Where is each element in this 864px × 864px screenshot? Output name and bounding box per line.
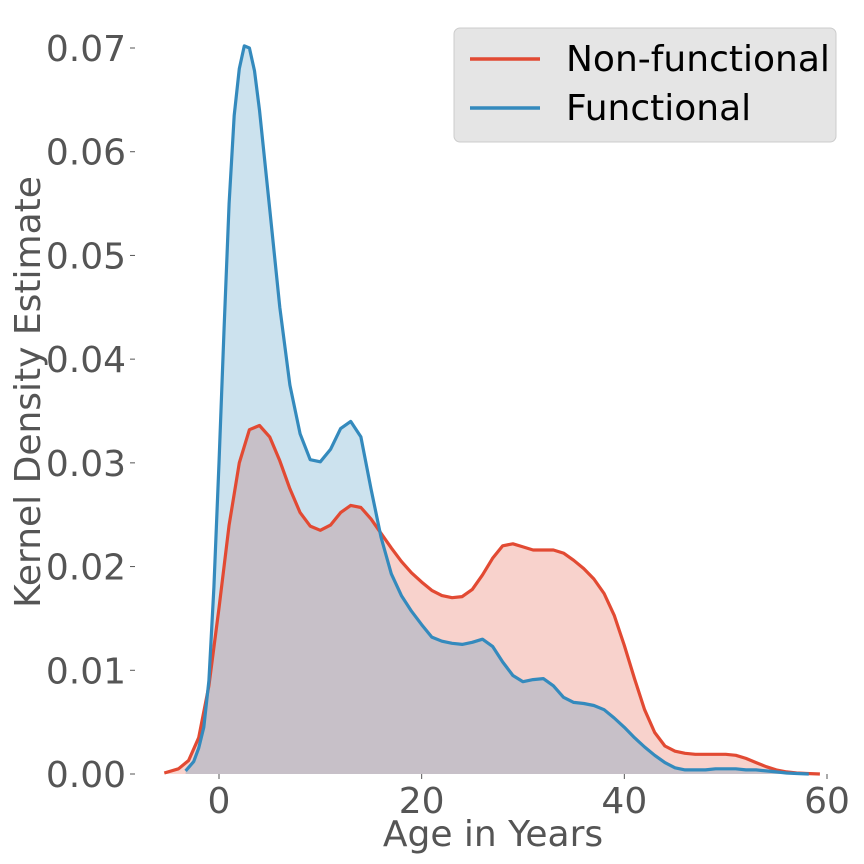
legend-label-functional: Functional — [566, 88, 751, 129]
y-tick-label: 0.01 — [46, 651, 126, 692]
density-fill-functional — [185, 45, 809, 774]
x-axis-title: Age in Years — [383, 814, 603, 855]
x-tick-label: 0 — [208, 781, 231, 822]
legend-label-non-functional: Non-functional — [566, 39, 830, 80]
y-tick-label: 0.00 — [46, 755, 126, 796]
y-tick-label: 0.04 — [46, 340, 126, 381]
y-axis-ticks: 0.00 0.01 0.02 0.03 0.04 0.05 0.06 0.07 — [46, 29, 135, 796]
density-lines — [163, 44, 820, 776]
x-tick-label: 20 — [399, 781, 445, 822]
density-line-non-functional — [163, 423, 820, 776]
x-tick-label: 40 — [601, 781, 647, 822]
y-tick-label: 0.07 — [46, 29, 126, 70]
legend: Non-functional Functional — [453, 27, 837, 143]
y-tick-label: 0.03 — [46, 444, 126, 485]
y-axis-title: Kernel Density Estimate — [8, 176, 49, 608]
y-tick-label: 0.02 — [46, 548, 126, 589]
density-fills — [164, 45, 820, 774]
legend-box — [453, 27, 837, 143]
density-fill-non-functional — [164, 425, 820, 774]
y-tick-label: 0.06 — [46, 133, 126, 174]
x-tick-label: 60 — [804, 781, 850, 822]
x-axis-ticks: 0 20 40 60 — [208, 774, 850, 822]
density-line-functional — [184, 44, 809, 776]
y-tick-label: 0.05 — [46, 236, 126, 277]
